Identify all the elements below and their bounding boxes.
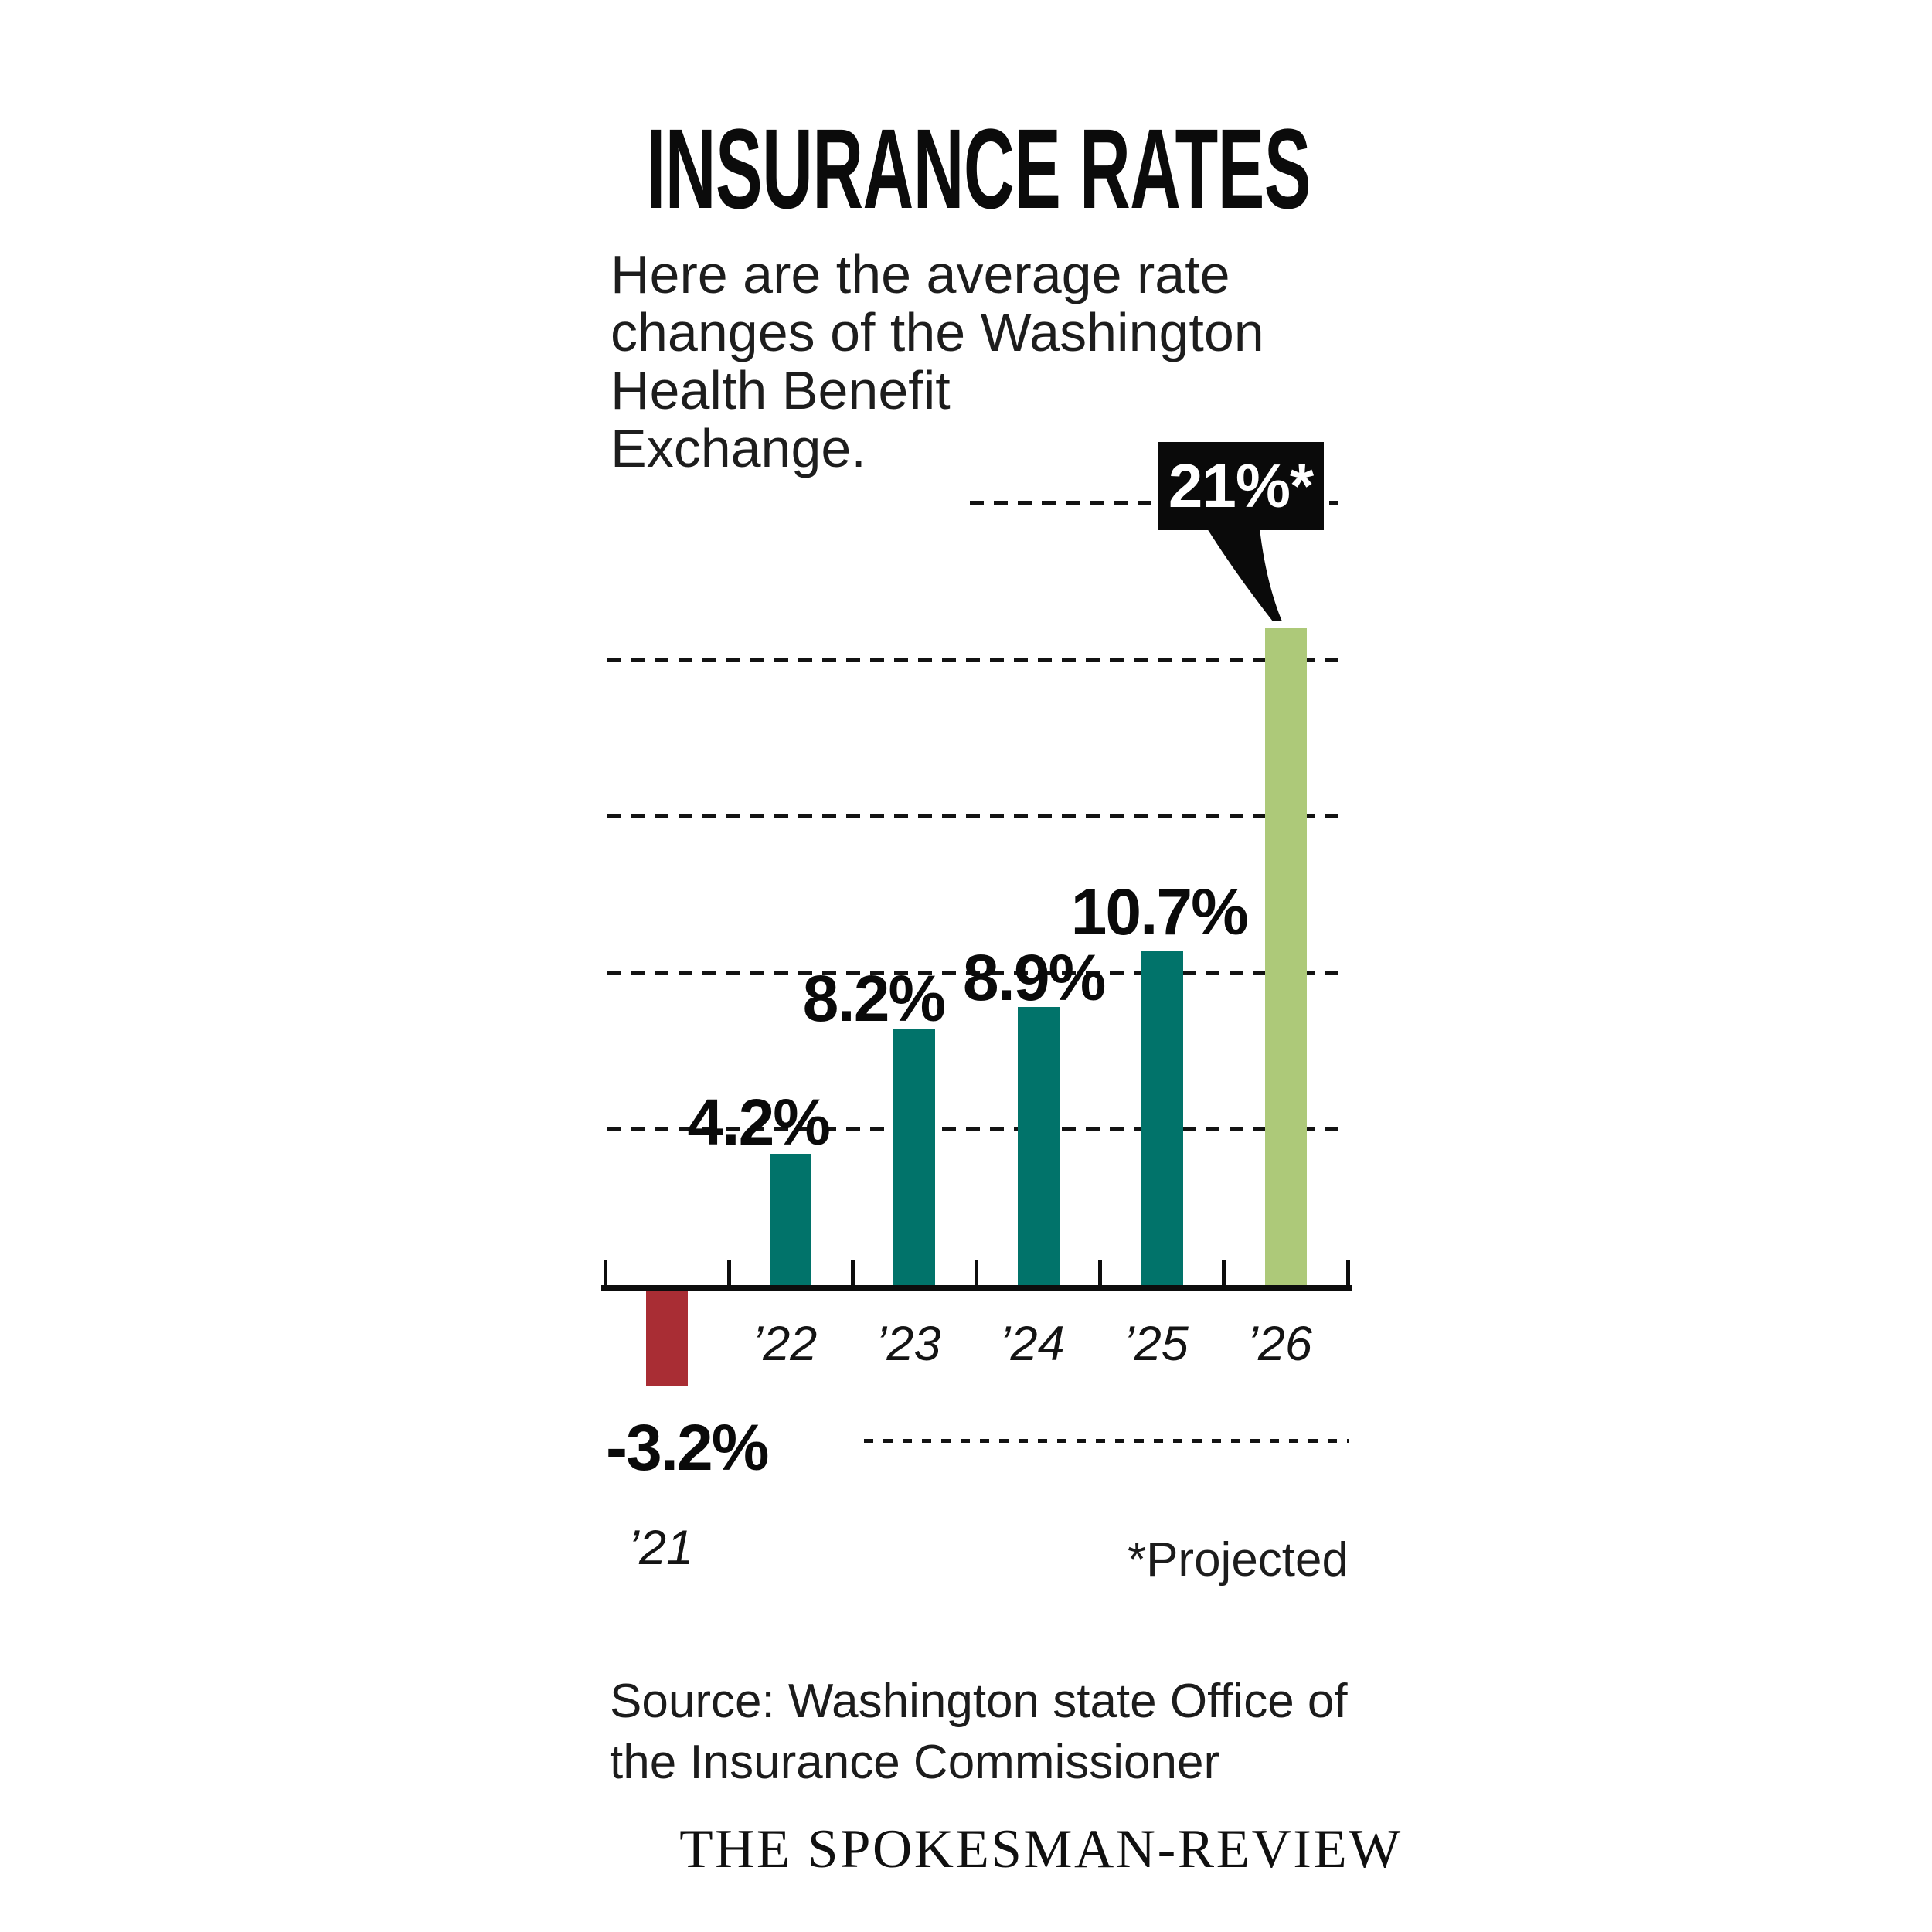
projected-footnote: *Projected xyxy=(1127,1533,1349,1587)
axis-tick-3 xyxy=(975,1260,978,1285)
gridline-5pct xyxy=(607,1127,1338,1131)
x-axis-baseline xyxy=(601,1285,1352,1291)
source-credit: Source: Washington state Office of the I… xyxy=(610,1671,1348,1793)
bar-22 xyxy=(770,1153,812,1285)
chart-subtitle: Here are the average rate changes of the… xyxy=(611,246,1264,478)
subtitle-line-4: Exchange. xyxy=(611,418,866,478)
value-label-negative: -3.2% xyxy=(606,1411,769,1484)
value-label-25: 10.7% xyxy=(1070,875,1249,948)
subtitle-line-1: Here are the average rate xyxy=(611,244,1230,304)
axis-tick-6 xyxy=(1345,1260,1350,1285)
axis-tick-1 xyxy=(726,1260,731,1285)
subtitle-line-2: changes of the Washington xyxy=(611,302,1264,362)
x-tick-label-23: ’23 xyxy=(876,1317,941,1371)
axis-tick-4 xyxy=(1098,1260,1103,1285)
chart-title: INSURANCE RATES xyxy=(646,106,1311,233)
x-tick-label-25: ’25 xyxy=(1123,1317,1189,1371)
axis-tick-0 xyxy=(603,1260,607,1285)
gridline-15pct xyxy=(607,814,1338,818)
gridline-10pct xyxy=(607,970,1338,975)
bar-23 xyxy=(893,1028,936,1285)
negative-leader-dashes xyxy=(864,1439,1349,1443)
callout-bubble: 21%* xyxy=(1158,442,1324,530)
source-line-1: Source: Washington state Office of xyxy=(610,1675,1348,1728)
axis-tick-5 xyxy=(1222,1260,1226,1285)
subtitle-line-3: Health Benefit xyxy=(611,360,951,420)
bar-21 xyxy=(646,1285,689,1386)
axis-tick-2 xyxy=(850,1260,855,1285)
source-line-2: the Insurance Commissioner xyxy=(610,1736,1220,1789)
bar-24 xyxy=(1017,1006,1060,1285)
value-label-22: 4.2% xyxy=(687,1085,831,1158)
bar-26 xyxy=(1264,628,1307,1285)
publisher-masthead: THE SPOKESMAN-REVIEW xyxy=(679,1819,1403,1879)
gridline-20pct xyxy=(607,657,1338,662)
x-tick-label-21: ’21 xyxy=(628,1521,694,1575)
value-label-23: 8.2% xyxy=(802,961,946,1035)
x-tick-label-22: ’22 xyxy=(752,1317,818,1371)
bar-25 xyxy=(1141,950,1183,1285)
x-tick-label-26: ’26 xyxy=(1247,1317,1312,1371)
callout-value: 21%* xyxy=(1168,451,1314,520)
callout-tail-icon xyxy=(1207,529,1282,621)
gridline-25pct xyxy=(970,501,1338,505)
x-tick-label-24: ’24 xyxy=(999,1317,1065,1371)
value-label-24: 8.9% xyxy=(962,940,1106,1014)
